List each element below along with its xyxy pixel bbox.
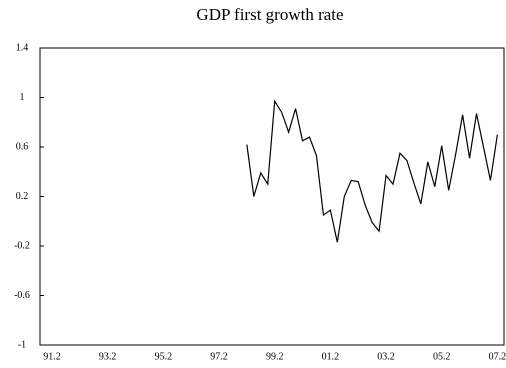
- x-tick-label: 07.2: [489, 351, 506, 362]
- y-tick-label: 0.6: [16, 141, 29, 152]
- x-tick-label: 05.2: [433, 351, 451, 362]
- x-tick-label: 91.2: [43, 351, 61, 362]
- y-tick-label: 1.4: [16, 42, 29, 53]
- x-tick-label: 95.2: [155, 351, 173, 362]
- y-tick-label: 1: [20, 92, 25, 103]
- x-tick-label: 01.2: [322, 351, 340, 362]
- chart-title: GDP first growth rate: [196, 5, 343, 24]
- plot-frame: [39, 47, 505, 346]
- y-tick-label: -0.2: [14, 240, 30, 251]
- y-tick-label: -0.6: [14, 290, 30, 301]
- line-series: [246, 99, 498, 243]
- y-tick-label: 0.2: [16, 191, 29, 202]
- x-tick-label: 99.2: [266, 351, 284, 362]
- y-tick-label: -1: [18, 339, 26, 350]
- x-tick-label: 03.2: [377, 351, 395, 362]
- x-tick-label: 97.2: [210, 351, 228, 362]
- x-tick-label: 93.2: [99, 351, 117, 362]
